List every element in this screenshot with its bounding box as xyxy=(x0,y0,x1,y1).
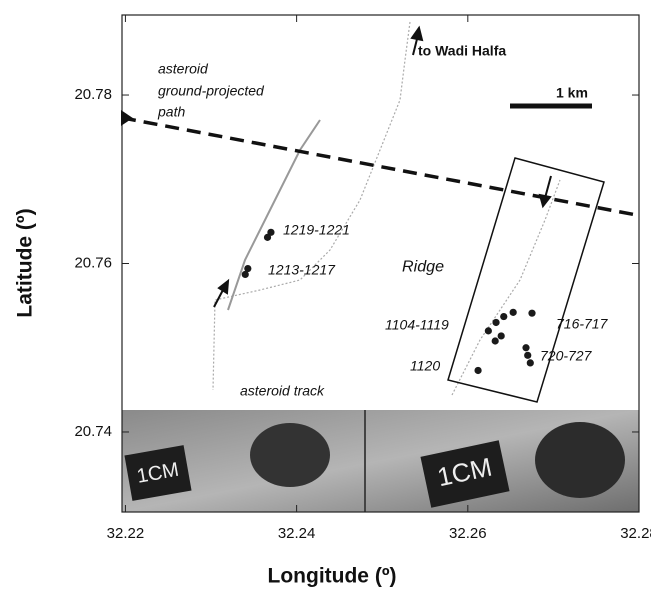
x-tick-label: 32.28 xyxy=(620,525,651,542)
find-point xyxy=(492,337,499,344)
y-tick-label: 20.76 xyxy=(74,254,112,271)
find-point xyxy=(500,313,507,320)
meteorite-photo xyxy=(535,422,625,498)
annotation: asteroid xyxy=(158,61,209,77)
annotation: 720-727 xyxy=(540,348,593,364)
annotation: 1104-1119 xyxy=(385,317,449,333)
find-point xyxy=(528,310,535,317)
annotation: path xyxy=(157,104,185,120)
find-point xyxy=(510,309,517,316)
find-point xyxy=(264,234,271,241)
find-point xyxy=(485,327,492,334)
y-tick-label: 20.78 xyxy=(74,86,112,103)
y-axis-label: Latitude (º) xyxy=(14,208,37,317)
meteorite-photo xyxy=(250,423,330,487)
find-point xyxy=(474,367,481,374)
asteroid-track xyxy=(213,22,410,390)
x-tick-label: 32.26 xyxy=(449,525,487,542)
x-tick-label: 32.24 xyxy=(278,525,316,542)
annotation: 1 km xyxy=(556,85,588,101)
y-tick-label: 20.74 xyxy=(74,423,112,440)
search-track xyxy=(228,120,320,310)
find-point xyxy=(498,332,505,339)
annotation: 716-717 xyxy=(556,316,609,332)
x-tick-label: 32.22 xyxy=(107,525,145,542)
ridge-box xyxy=(448,158,604,402)
annotation: 1120 xyxy=(410,358,440,374)
find-point xyxy=(524,352,531,359)
annotation: ground-projected xyxy=(158,83,265,99)
asteroid-path xyxy=(122,118,639,216)
find-point xyxy=(492,319,499,326)
find-point xyxy=(522,344,529,351)
find-point xyxy=(242,271,249,278)
annotation: to Wadi Halfa xyxy=(418,43,506,59)
annotation: 1219-1221 xyxy=(283,222,350,238)
page: {"chart_data": {"type": "scatter", "x_la… xyxy=(0,0,651,589)
chart: 1CM 1CM Longitude (º) Latitude (º) 32.22… xyxy=(0,0,651,589)
annotation: Ridge xyxy=(402,257,444,275)
annotation: asteroid track xyxy=(240,383,325,399)
annotation: 1213-1217 xyxy=(268,262,336,278)
find-point xyxy=(527,359,534,366)
x-axis-label: Longitude (º) xyxy=(268,565,397,588)
